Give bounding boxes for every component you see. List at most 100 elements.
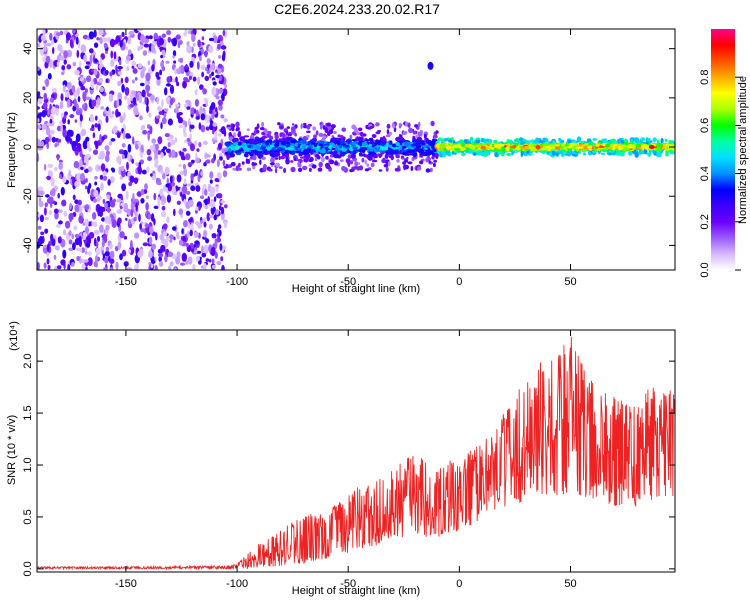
spectrogram-cell [192,76,197,82]
spectrogram-cell [206,69,211,74]
spectrogram-cell [561,143,566,147]
spectrogram-cell [303,122,307,126]
spectrogram-cell [433,159,437,163]
spectrogram-cell [607,146,613,150]
spectrogram-cell [213,196,217,203]
spectrogram-cell [217,63,223,69]
spectrogram-cell [198,205,201,211]
spectrogram-cell [157,198,161,208]
snr-y-multiplier: (x10⁴) [8,321,20,351]
spectrogram-cell [399,123,403,127]
spectrogram-cell [204,50,208,58]
spectrogram-cell [303,158,309,163]
spectrogram-cell [187,183,192,187]
spectrogram-cell [206,58,211,64]
spectrogram-cell [175,34,181,40]
spectrogram-cell [231,127,235,132]
spectrogram-cell [97,123,101,132]
spectrogram-cell [410,166,414,171]
spectrogram-cell [552,150,555,156]
spectrogram-cell [135,143,139,150]
spectrogram-cell [391,143,396,148]
spectrogram-cell [662,146,665,149]
spectrogram-cell [193,108,197,114]
spectrogram-cell [158,37,164,46]
spectrogram-cell [359,131,364,137]
spectrogram-cell [317,167,323,172]
spectrogram-cell [253,130,257,135]
spectrogram-cell [153,192,157,201]
spectrogram-cell [178,66,181,75]
spectrogram-cell [42,102,48,109]
spectrogram-cell [43,163,47,171]
spectrogram-cell [189,229,193,237]
spectrogram-cell [640,137,646,142]
spectrogram-cell [269,162,275,166]
spectrogram-cell [383,146,389,151]
spectrogram-cell [98,29,104,36]
spectrogram-cell [189,124,195,129]
spectrogram-cell [592,138,598,141]
spectrogram-cell [148,35,153,40]
spectrogram-x-tick-label: -50 [340,276,356,288]
spectrogram-cell [186,41,190,47]
spectrogram-cell [84,65,90,70]
spectrogram-cell [214,178,220,182]
spectrogram-cell [206,64,211,69]
spectrogram-cell [132,97,137,106]
spectrogram-cell [109,258,115,264]
spectrogram-cell [530,139,535,143]
spectrogram-cell [92,212,97,220]
spectrogram-cell [199,195,205,199]
spectrogram-cell [56,61,60,68]
spectrogram-cell [161,66,166,72]
spectrogram-cell [137,29,143,32]
spectrogram-cell [78,60,82,70]
spectrogram-cell [53,166,58,172]
spectrogram-cell [245,158,249,164]
spectrogram-cell [142,242,149,247]
spectrogram-cell [216,159,220,168]
spectrogram-cell [246,128,250,132]
spectrogram-cell [222,170,228,178]
spectrogram-cell [105,224,110,231]
spectrogram-cell [204,114,210,124]
snr-panel: -150 -100 -50 0 50 0.0 0.5 1.0 1.5 2.0 Height of… [6,321,676,597]
spectrogram-cell [75,36,79,45]
spectrogram-cell [50,38,54,46]
spectrogram-cell [108,93,114,103]
spectrogram-cell [121,84,125,93]
spectrogram-cell [130,201,135,211]
spectrogram-cell [308,143,314,149]
spectrogram-cell [374,149,378,154]
spectrogram-cell [352,151,357,155]
spectrogram-cell [164,241,169,248]
spectrogram-cell [261,135,267,139]
snr-y-tick-label: 2.0 [22,354,34,369]
spectrogram-cell [109,267,114,270]
spectrogram-cell [88,182,92,189]
spectrogram-cell [203,188,208,196]
spectrogram-cell [144,96,147,104]
spectrogram-cell [57,236,62,244]
spectrogram-cell [299,139,306,144]
spectrogram-cell [96,197,100,202]
spectrogram-cell [415,142,421,147]
spectrogram-cell [195,109,199,118]
spectrogram-cell [364,159,367,165]
spectrogram-cell [312,126,317,131]
spectrogram-cell [45,194,50,198]
spectrogram-cell [582,152,587,156]
spectrogram-cell [146,166,150,173]
spectrogram-cell [197,39,201,48]
spectrogram-cell [98,206,104,212]
spectrogram-cell [110,50,114,59]
spectrogram-cell [404,164,410,170]
spectrogram-cell [51,238,56,247]
spectrogram-cell [124,87,130,96]
spectrogram-cell [99,174,104,180]
spectrogram-cell [72,62,77,67]
spectrogram-cell [62,229,67,236]
spectrogram-cell [89,54,93,64]
spectrogram-cell [179,170,184,175]
